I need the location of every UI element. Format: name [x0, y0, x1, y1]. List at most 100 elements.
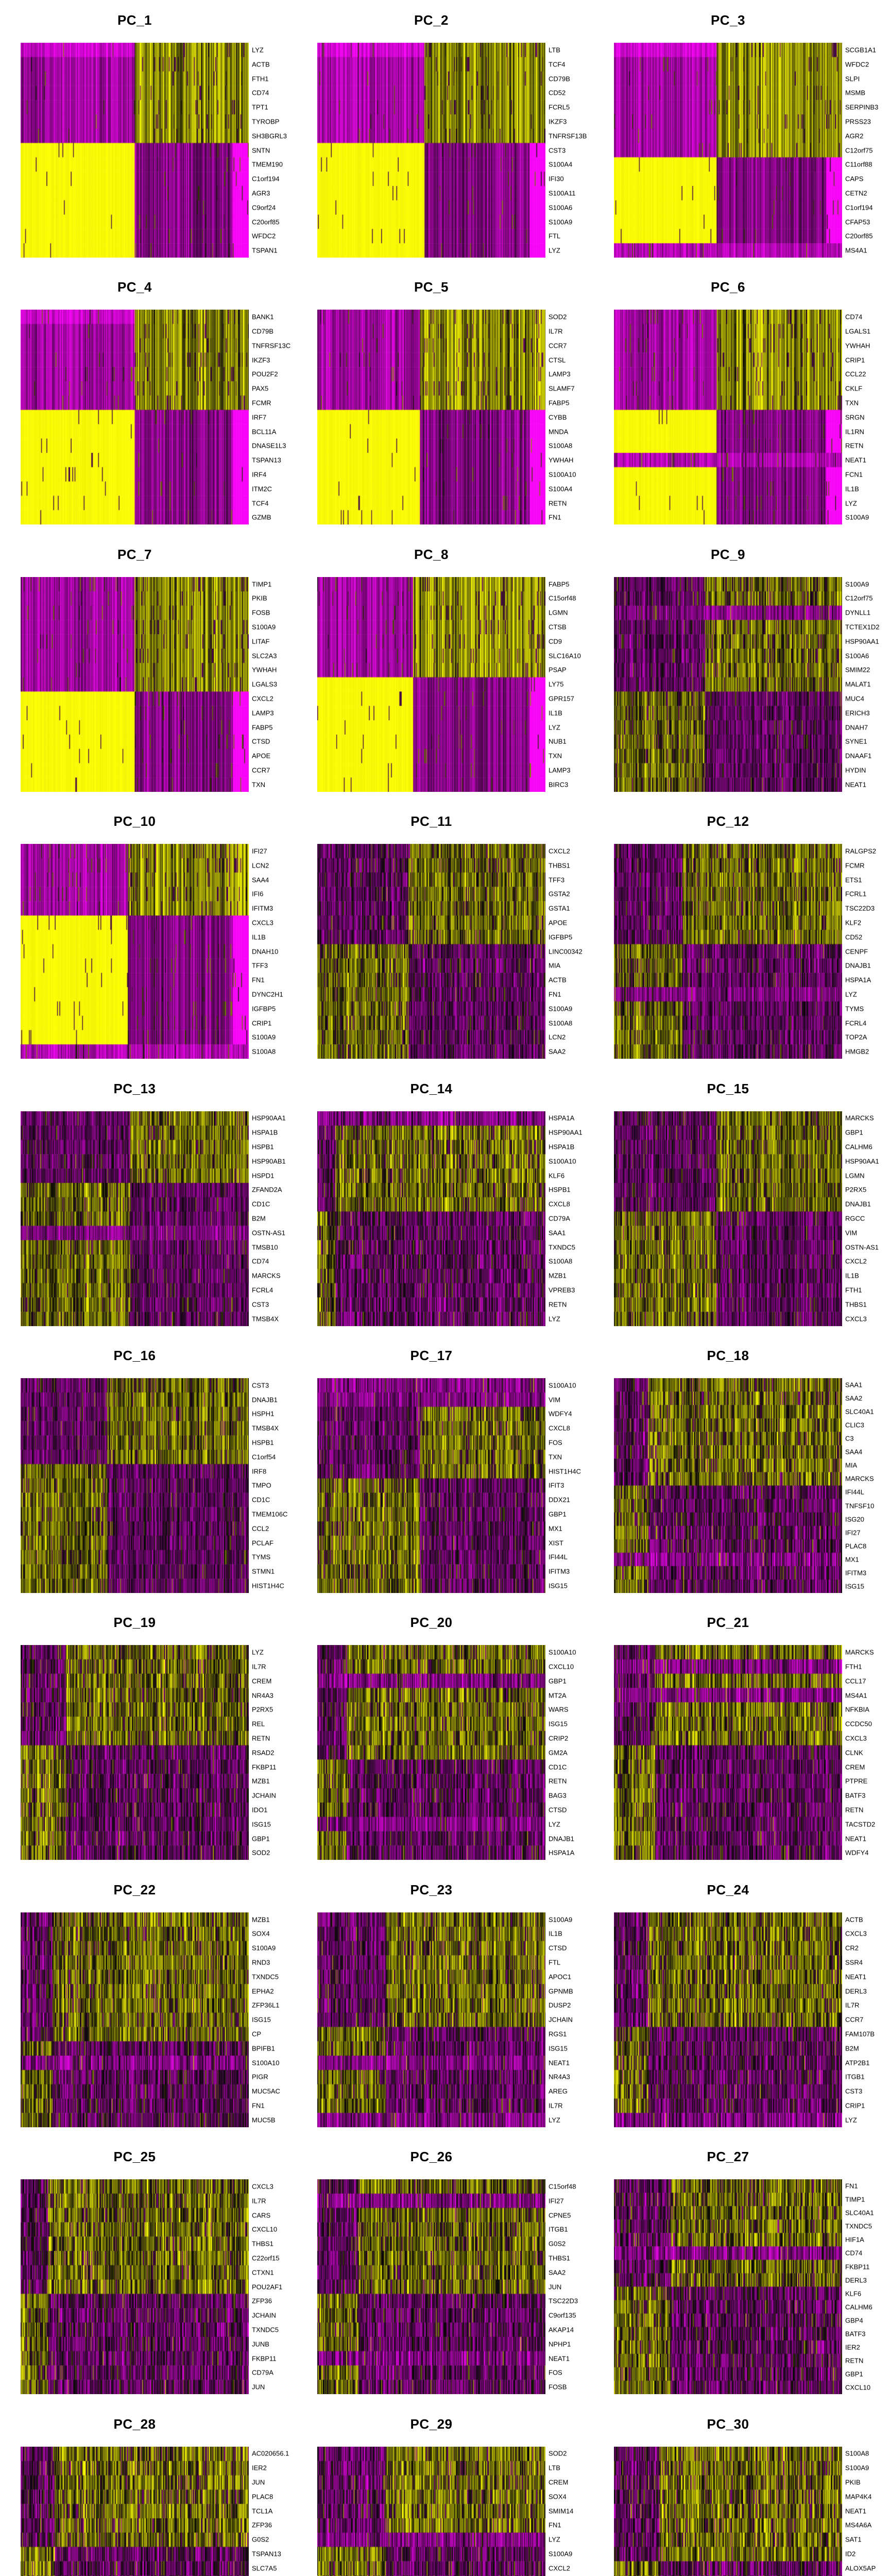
- heatmap-canvas: [317, 43, 545, 258]
- gene-label: NUB1: [549, 737, 567, 745]
- gene-label: RETN: [549, 1300, 567, 1309]
- gene-label: THBS1: [549, 861, 570, 870]
- gene-label: PSAP: [549, 666, 567, 674]
- gene-label: CD79A: [549, 1214, 570, 1223]
- gene-label: S100A8: [549, 1257, 573, 1265]
- gene-label: TXNDC5: [252, 2326, 279, 2334]
- heatmap-canvas: [21, 43, 249, 258]
- gene-label: CCR7: [252, 766, 270, 774]
- gene-label: PKIB: [845, 2478, 861, 2486]
- gene-label: TOP2A: [845, 1033, 867, 1041]
- gene-label: WFDC2: [845, 60, 869, 69]
- gene-label: FTL: [549, 232, 561, 240]
- gene-label: MT2A: [549, 1691, 567, 1700]
- gene-label: SRGN: [845, 413, 865, 421]
- panel-title: PC_25: [113, 2149, 156, 2165]
- gene-label: C3: [845, 1434, 854, 1443]
- gene-label: NEAT1: [845, 2507, 866, 2515]
- gene-label: RSAD2: [252, 1749, 275, 1757]
- gene-label: SLC7A5: [252, 2564, 277, 2572]
- gene-label: RGS1: [549, 2030, 567, 2038]
- gene-label: DYNC2H1: [252, 990, 283, 998]
- gene-label: CXCL3: [845, 1929, 867, 1938]
- gene-label: AREG: [549, 2087, 568, 2095]
- heatmap-canvas: [614, 577, 842, 792]
- gene-label: TXN: [845, 399, 859, 407]
- gene-label: HSPB1: [252, 1143, 274, 1151]
- gene-label: TSPAN13: [252, 2550, 281, 2558]
- gene-label: CD74: [252, 89, 269, 97]
- gene-label: IL7R: [549, 2102, 563, 2110]
- gene-label-column: S100A9 IL1B CTSD FTL APOC1 GPNMB DUSP2 JCHAIN RG…: [549, 1912, 593, 2127]
- panel-title: PC_15: [707, 1080, 749, 1096]
- gene-label: SMIM22: [845, 666, 870, 674]
- panel-title: PC_6: [710, 279, 746, 295]
- gene-label: DNAJB1: [845, 1200, 871, 1208]
- gene-label: ZFP36L1: [252, 2001, 280, 2009]
- gene-label: DNAH7: [845, 723, 868, 732]
- gene-label: IDO1: [252, 1806, 268, 1814]
- gene-label: IL7R: [252, 1663, 266, 1671]
- gene-label-column: S100A9 C12orf75 DYNLL1 TCTEX1D2 HSP90AA1 S100…: [845, 577, 890, 792]
- gene-label: C20orf85: [845, 232, 873, 240]
- panel-title: PC_3: [710, 12, 746, 28]
- gene-label: TNFSF10: [845, 1502, 875, 1510]
- gene-label: AGR3: [252, 189, 270, 197]
- gene-label: AC020656.1: [252, 2449, 289, 2458]
- gene-label: GBP1: [845, 1128, 863, 1137]
- panel-title: PC_10: [113, 814, 156, 829]
- heatmap-canvas: [21, 1111, 249, 1326]
- gene-label: ACTB: [845, 1916, 863, 1924]
- panel-title: PC_21: [707, 1615, 749, 1631]
- panel-title: PC_5: [414, 279, 449, 295]
- gene-label: G0S2: [252, 2535, 269, 2544]
- gene-label: RETN: [549, 499, 567, 507]
- gene-label: LYZ: [549, 1315, 560, 1323]
- gene-label: SAA2: [549, 2268, 566, 2277]
- gene-label: IFI27: [252, 847, 267, 855]
- gene-label: MUC4: [845, 694, 864, 703]
- gene-label: IFIT3: [549, 1481, 564, 1489]
- gene-label-column: LYZ IL7R CREM NR4A3 P2RX5 REL RETN RSAD2 FKBP11 M…: [252, 1645, 297, 1860]
- gene-label: NR4A3: [252, 1691, 273, 1700]
- gene-label: TSPAN1: [252, 246, 278, 255]
- gene-label: CREM: [252, 1677, 272, 1685]
- gene-label: TYMS: [252, 1553, 271, 1561]
- gene-label-column: IFI27 LCN2 SAA4 IFI6 IFITM3 CXCL3 IL1B DNAH10 TF…: [252, 844, 297, 1059]
- gene-label: C9orf135: [549, 2311, 576, 2319]
- gene-label: GSTA2: [549, 890, 570, 898]
- pc-panel: PC_23 S100A9 IL1B CTSD FTL APOC1 GPNMB DUSP2 JCH…: [297, 1870, 593, 2137]
- gene-label: ID2: [845, 2550, 856, 2558]
- gene-label-column: CD74 LGALS1 YWHAH CRIP1 CCL22 CKLF TXN SRGN IL1R…: [845, 310, 890, 524]
- gene-label: AGR2: [845, 132, 864, 140]
- gene-label: FN1: [252, 976, 265, 984]
- gene-label: FOSB: [252, 608, 270, 617]
- gene-label: S100A9: [252, 1944, 276, 1952]
- gene-label: IL1B: [845, 485, 859, 493]
- gene-label: P2RX5: [845, 1185, 867, 1194]
- gene-label: IFITM3: [252, 904, 273, 912]
- gene-label: TCTEX1D2: [845, 623, 880, 631]
- gene-label: DERL3: [845, 2276, 867, 2284]
- gene-label: JUN: [252, 2383, 265, 2391]
- gene-label: CXCL3: [252, 2182, 273, 2191]
- gene-label: LTB: [549, 2464, 560, 2472]
- panel-title: PC_20: [410, 1615, 453, 1631]
- gene-label: NR4A3: [549, 2073, 570, 2081]
- gene-label: THBS1: [549, 2254, 570, 2262]
- pc-panel: PC_18 SAA1 SAA2 SLC40A1 CLIC3 C3 SAA4 MIA MARCKS…: [593, 1335, 890, 1602]
- pc-panel: PC_25 CXCL3 IL7R CARS CXCL10 THBS1 C22orf15 CTX…: [0, 2137, 297, 2403]
- gene-label: CTSD: [549, 1944, 567, 1952]
- gene-label: AKAP14: [549, 2326, 574, 2334]
- gene-label: CST3: [549, 146, 566, 154]
- panel-title: PC_17: [410, 1347, 453, 1363]
- gene-label: SAT1: [845, 2535, 862, 2544]
- gene-label-column: TIMP1 PKIB FOSB S100A9 LITAF SLC2A3 YWHAH LGALS…: [252, 577, 297, 792]
- pc-panel: PC_19 LYZ IL7R CREM NR4A3 P2RX5 REL RETN RSAD2 FK…: [0, 1602, 297, 1869]
- pc-panel: PC_7 TIMP1 PKIB FOSB S100A9 LITAF SLC2A3 YWHAH L…: [0, 534, 297, 801]
- gene-label-column: LYZ ACTB FTH1 CD74 TPT1 TYROBP SH3BGRL3 SNTN TME…: [252, 43, 297, 258]
- gene-label: SSR4: [845, 1958, 863, 1967]
- gene-label: S100A8: [252, 1047, 276, 1056]
- gene-label: GBP1: [845, 2370, 863, 2378]
